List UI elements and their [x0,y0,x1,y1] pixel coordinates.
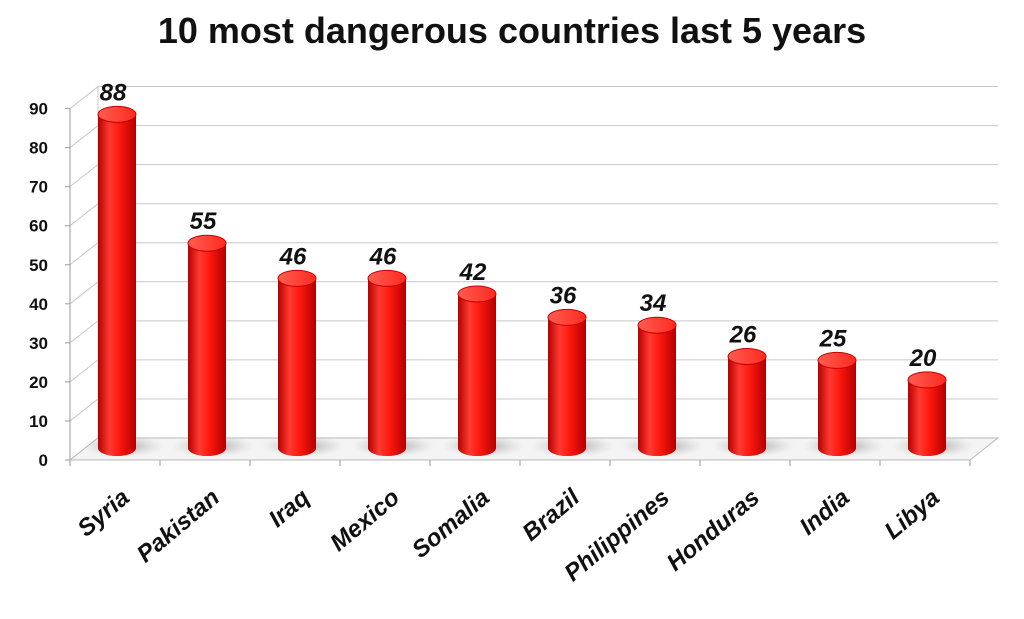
gridline-connector [69,281,99,305]
bar-group [621,316,705,457]
data-label: 46 [369,243,397,270]
gridline-connector [69,359,99,383]
gridline-connector [69,203,99,227]
gridline-connector [69,398,99,422]
bar-cap [277,269,317,287]
x-tick-label: Iraq [264,484,315,533]
gridline-connector [69,164,99,188]
bar-shading [728,356,766,456]
bar-shading [368,278,406,456]
bar-group [891,371,975,457]
data-label: 46 [279,243,307,270]
gridline-connector [69,242,99,266]
bar-cap [457,285,497,303]
x-tick-label: Pakistan [132,484,225,568]
bar-group [81,105,165,457]
bar-shading [278,278,316,456]
x-tick-label: Syria [73,484,135,542]
data-label: 36 [550,282,577,309]
gridline-connector [69,125,99,148]
bar-group [261,269,345,457]
bar-shading [818,360,856,456]
gridline-connector [69,86,99,109]
bar-group [351,269,435,457]
data-label: 55 [190,208,217,235]
bar-cap [547,308,587,326]
bar-cap [637,316,677,334]
bar-group [531,308,615,457]
bar-shading [98,114,136,457]
bar-cap [727,347,767,365]
bar-cap [907,371,947,389]
bar-cap [97,105,137,123]
x-tick-label: India [795,484,855,541]
data-label: 20 [909,345,937,372]
bar-shading [908,379,946,456]
y-tick-label: 70 [29,178,48,197]
bar-cap [367,269,407,287]
data-label: 42 [459,259,487,286]
y-tick-label: 50 [29,256,48,275]
bar-shading [188,243,226,456]
bar-group [711,347,795,457]
y-tick-label: 0 [39,451,48,470]
data-label: 88 [100,79,127,106]
y-tick-label: 10 [29,412,48,431]
x-tick-label: Brazil [517,483,585,547]
gridline-connector [69,320,99,344]
y-tick-label: 40 [29,295,48,314]
bar-cap [187,234,227,252]
data-label: 25 [819,325,847,352]
bar-group [801,351,885,457]
bar-shading [638,325,676,456]
x-tick-label: Mexico [325,484,405,557]
data-label: 26 [729,321,757,348]
y-tick-label: 90 [29,100,48,119]
bar-group [441,285,525,457]
y-tick-label: 80 [29,139,48,158]
bar-cap [817,351,857,369]
y-tick-label: 30 [29,334,48,353]
x-tick-label: Honduras [662,484,765,577]
x-tick-label: Libya [879,484,944,545]
data-label: 34 [640,290,667,317]
bar-shading [458,293,496,456]
bar-shading [548,317,586,456]
bar-group [171,234,255,457]
chart-title: 10 most dangerous countries last 5 years [157,10,867,51]
x-tick-label: Somalia [407,484,495,564]
y-tick-label: 60 [29,217,48,236]
y-tick-label: 20 [29,373,48,392]
